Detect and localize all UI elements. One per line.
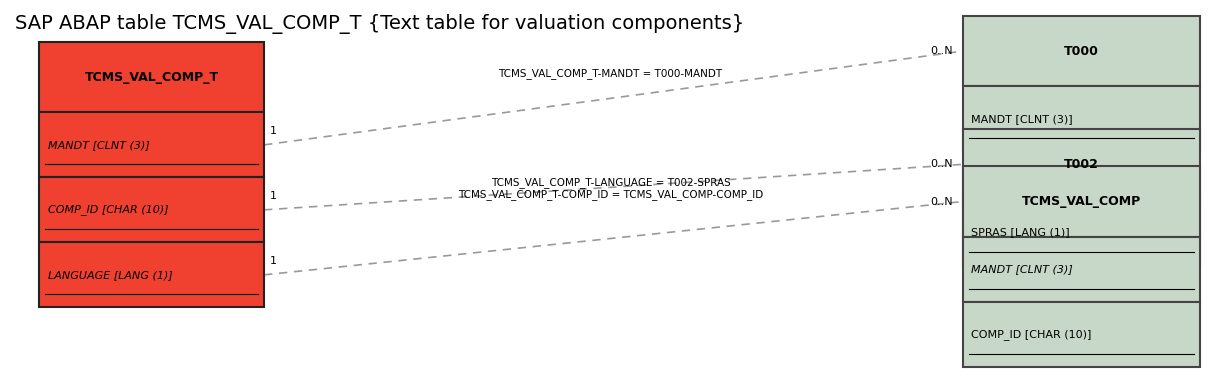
Text: 0..N: 0..N	[930, 159, 954, 169]
FancyBboxPatch shape	[963, 200, 1200, 265]
Text: SPRAS [LANG (1)]: SPRAS [LANG (1)]	[972, 227, 1070, 237]
FancyBboxPatch shape	[963, 86, 1200, 151]
Text: LANGUAGE [LANG (1)]: LANGUAGE [LANG (1)]	[48, 270, 172, 280]
Text: MANDT [CLNT (3)]: MANDT [CLNT (3)]	[972, 114, 1073, 124]
FancyBboxPatch shape	[39, 242, 264, 307]
Text: 1: 1	[270, 256, 277, 265]
Text: TCMS_VAL_COMP_T-LANGUAGE = T002-SPRAS
TCMS_VAL_COMP_T-COMP_ID = TCMS_VAL_COMP-CO: TCMS_VAL_COMP_T-LANGUAGE = T002-SPRAS TC…	[458, 177, 763, 200]
Text: T002: T002	[1063, 158, 1099, 171]
FancyBboxPatch shape	[963, 16, 1200, 86]
FancyBboxPatch shape	[39, 177, 264, 242]
Text: TCMS_VAL_COMP_T: TCMS_VAL_COMP_T	[84, 70, 219, 84]
Text: MANDT [CLNT (3)]: MANDT [CLNT (3)]	[972, 264, 1073, 274]
FancyBboxPatch shape	[963, 166, 1200, 237]
Text: 0..N: 0..N	[930, 196, 954, 207]
Text: COMP_ID [CHAR (10)]: COMP_ID [CHAR (10)]	[48, 204, 168, 215]
FancyBboxPatch shape	[39, 112, 264, 177]
Text: 0..N: 0..N	[930, 46, 954, 56]
Text: TCMS_VAL_COMP: TCMS_VAL_COMP	[1022, 195, 1142, 208]
Text: T000: T000	[1063, 44, 1099, 58]
FancyBboxPatch shape	[963, 237, 1200, 302]
FancyBboxPatch shape	[39, 42, 264, 112]
FancyBboxPatch shape	[963, 129, 1200, 200]
Text: 1: 1	[270, 126, 277, 136]
FancyBboxPatch shape	[963, 302, 1200, 367]
Text: 1: 1	[270, 190, 277, 201]
Text: COMP_ID [CHAR (10)]: COMP_ID [CHAR (10)]	[972, 329, 1092, 340]
Text: TCMS_VAL_COMP_T-MANDT = T000-MANDT: TCMS_VAL_COMP_T-MANDT = T000-MANDT	[498, 68, 723, 79]
Text: SAP ABAP table TCMS_VAL_COMP_T {Text table for valuation components}: SAP ABAP table TCMS_VAL_COMP_T {Text tab…	[15, 14, 744, 34]
Text: MANDT [CLNT (3)]: MANDT [CLNT (3)]	[48, 140, 149, 150]
